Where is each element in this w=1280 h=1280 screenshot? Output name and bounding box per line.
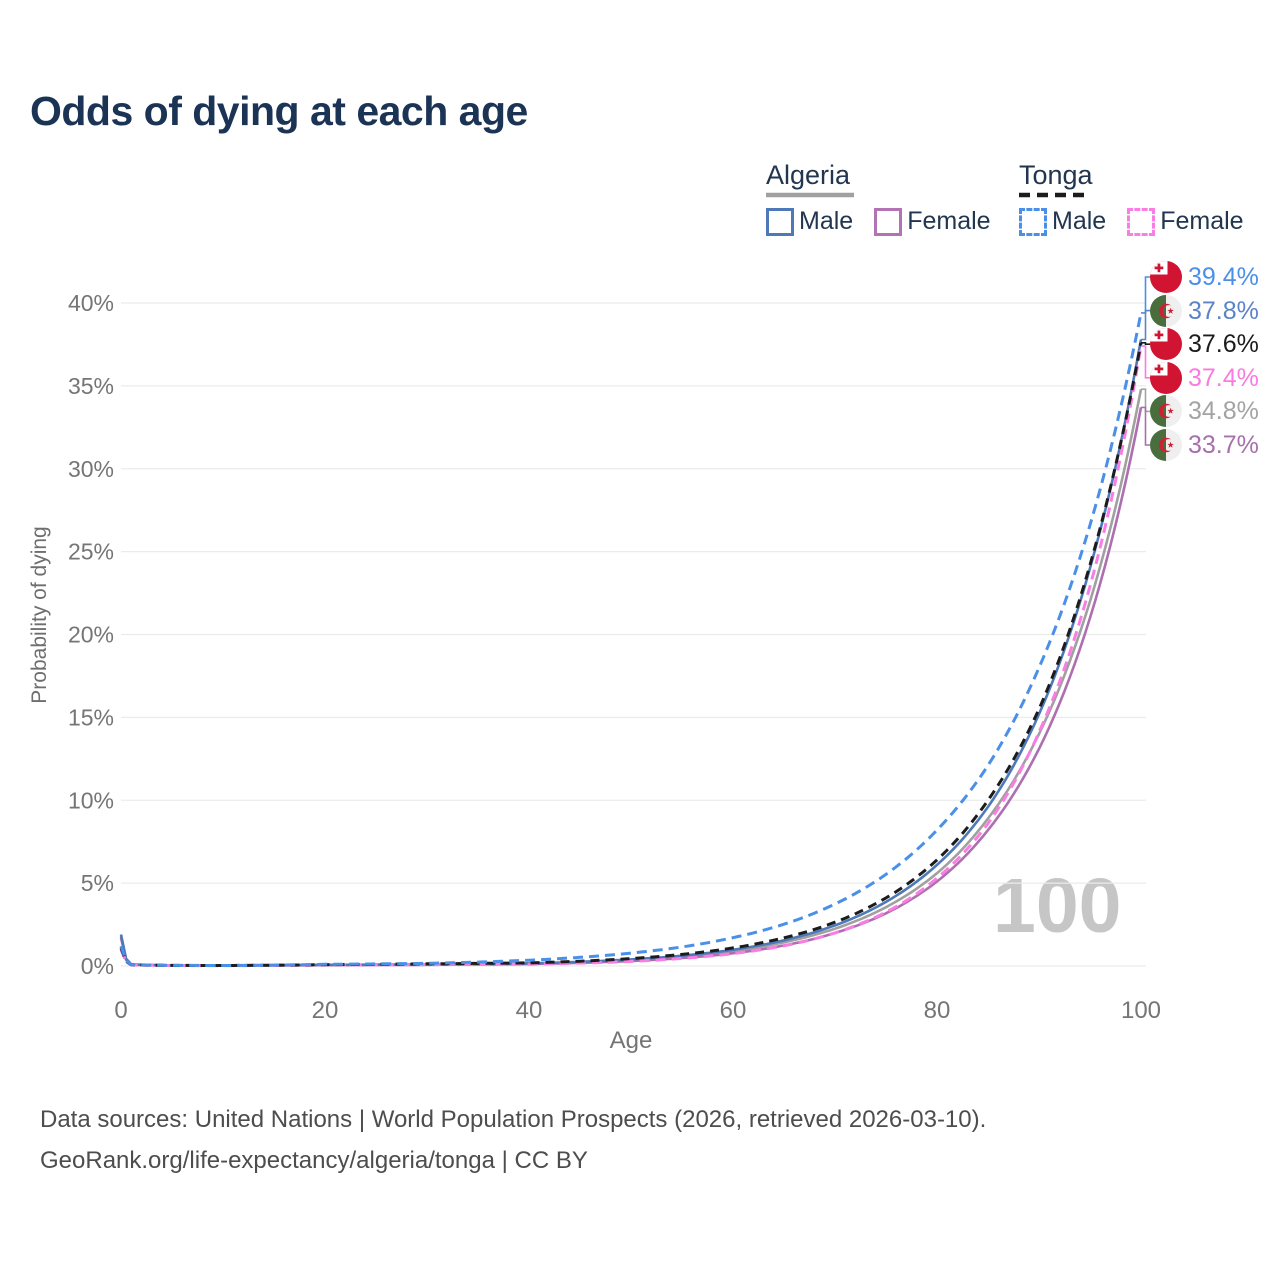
x-tick-label: 0: [114, 997, 127, 1024]
x-axis-title: Age: [610, 1027, 653, 1054]
algeria-male-swatch-icon: [766, 207, 794, 236]
end-label-value: 37.4%: [1188, 364, 1259, 392]
end-label-tonga-male: 39.4%: [1150, 261, 1259, 293]
end-label-connector: [1141, 345, 1150, 379]
legend-item-tonga-female[interactable]: Female: [1127, 207, 1244, 236]
x-tick-label: 60: [720, 997, 747, 1024]
end-label-tonga-average: 37.6%: [1150, 328, 1259, 360]
y-tick-label: 10%: [68, 787, 114, 813]
x-tick-label: 100: [1121, 997, 1161, 1024]
y-tick-label: 0%: [81, 953, 114, 979]
x-tick-label: 80: [924, 997, 951, 1024]
tonga-male-swatch-icon: [1019, 207, 1047, 236]
end-label-value: 39.4%: [1188, 263, 1259, 291]
series-line-tonga-average[interactable]: [119, 342, 1143, 967]
attribution-text[interactable]: GeoRank.org/life-expectancy/algeria/tong…: [40, 1147, 588, 1174]
series-line-algeria-average[interactable]: [119, 388, 1143, 967]
end-label-tonga-female: 37.4%: [1150, 362, 1259, 394]
legend-item-label: Female: [907, 207, 991, 235]
x-tick-label: 20: [312, 997, 339, 1024]
end-label-connector: [1141, 406, 1150, 446]
tonga-flag-icon: [1150, 362, 1182, 394]
legend-item-label: Female: [1160, 207, 1244, 235]
end-label-algeria-male: 37.8%: [1150, 295, 1259, 327]
series-line-algeria-female[interactable]: [119, 407, 1143, 967]
legend-item-label: Male: [1052, 207, 1107, 235]
end-label-algeria-average: 34.8%: [1150, 395, 1259, 427]
algeria-flag-icon: [1150, 429, 1182, 461]
end-label-value: 33.7%: [1188, 431, 1259, 459]
algeria-solid-line-icon: [766, 192, 854, 198]
legend-item-algeria-male[interactable]: Male: [766, 207, 853, 236]
y-tick-label: 40%: [68, 290, 114, 316]
y-tick-label: 15%: [68, 704, 114, 730]
x-tick-label: 40: [516, 997, 543, 1024]
legend-country-tonga[interactable]: Tonga: [1019, 160, 1093, 190]
y-tick-label: 5%: [81, 870, 114, 896]
legend-item-algeria-female[interactable]: Female: [874, 207, 991, 236]
series-line-tonga-female[interactable]: [119, 345, 1143, 968]
end-label-value: 34.8%: [1188, 397, 1259, 425]
y-tick-label: 30%: [68, 456, 114, 482]
algeria-flag-icon: [1150, 395, 1182, 427]
tonga-dashed-line-icon: [1019, 192, 1091, 198]
end-label-value: 37.6%: [1188, 330, 1259, 358]
legend-group-tonga: Tonga Male Female: [1019, 160, 1244, 236]
algeria-flag-icon: [1150, 295, 1182, 327]
page-title: Odds of dying at each age: [30, 88, 528, 134]
legend-group-algeria: Algeria Male Female: [766, 160, 991, 236]
y-tick-label: 20%: [68, 622, 114, 648]
tonga-flag-icon: [1150, 328, 1182, 360]
end-label-connector: [1141, 388, 1150, 413]
end-label-algeria-female: 33.7%: [1150, 429, 1259, 461]
legend-item-tonga-male[interactable]: Male: [1019, 207, 1106, 236]
tonga-flag-icon: [1150, 261, 1182, 293]
series-line-tonga-male[interactable]: [119, 312, 1143, 967]
y-axis-title: Probability of dying: [28, 526, 51, 703]
age-watermark: 100: [993, 863, 1122, 949]
end-label-connector: [1141, 276, 1150, 314]
end-label-connector: [1141, 309, 1150, 341]
algeria-female-swatch-icon: [874, 207, 903, 236]
legend-country-algeria[interactable]: Algeria: [766, 160, 851, 190]
series-line-algeria-male[interactable]: [119, 339, 1143, 967]
legend-item-label: Male: [799, 207, 854, 235]
end-label-value: 37.8%: [1188, 297, 1259, 325]
y-tick-label: 25%: [68, 539, 114, 565]
tonga-female-swatch-icon: [1127, 207, 1156, 236]
data-sources-text: Data sources: United Nations | World Pop…: [40, 1106, 987, 1133]
end-label-connector: [1141, 342, 1150, 345]
y-tick-label: 35%: [68, 373, 114, 399]
